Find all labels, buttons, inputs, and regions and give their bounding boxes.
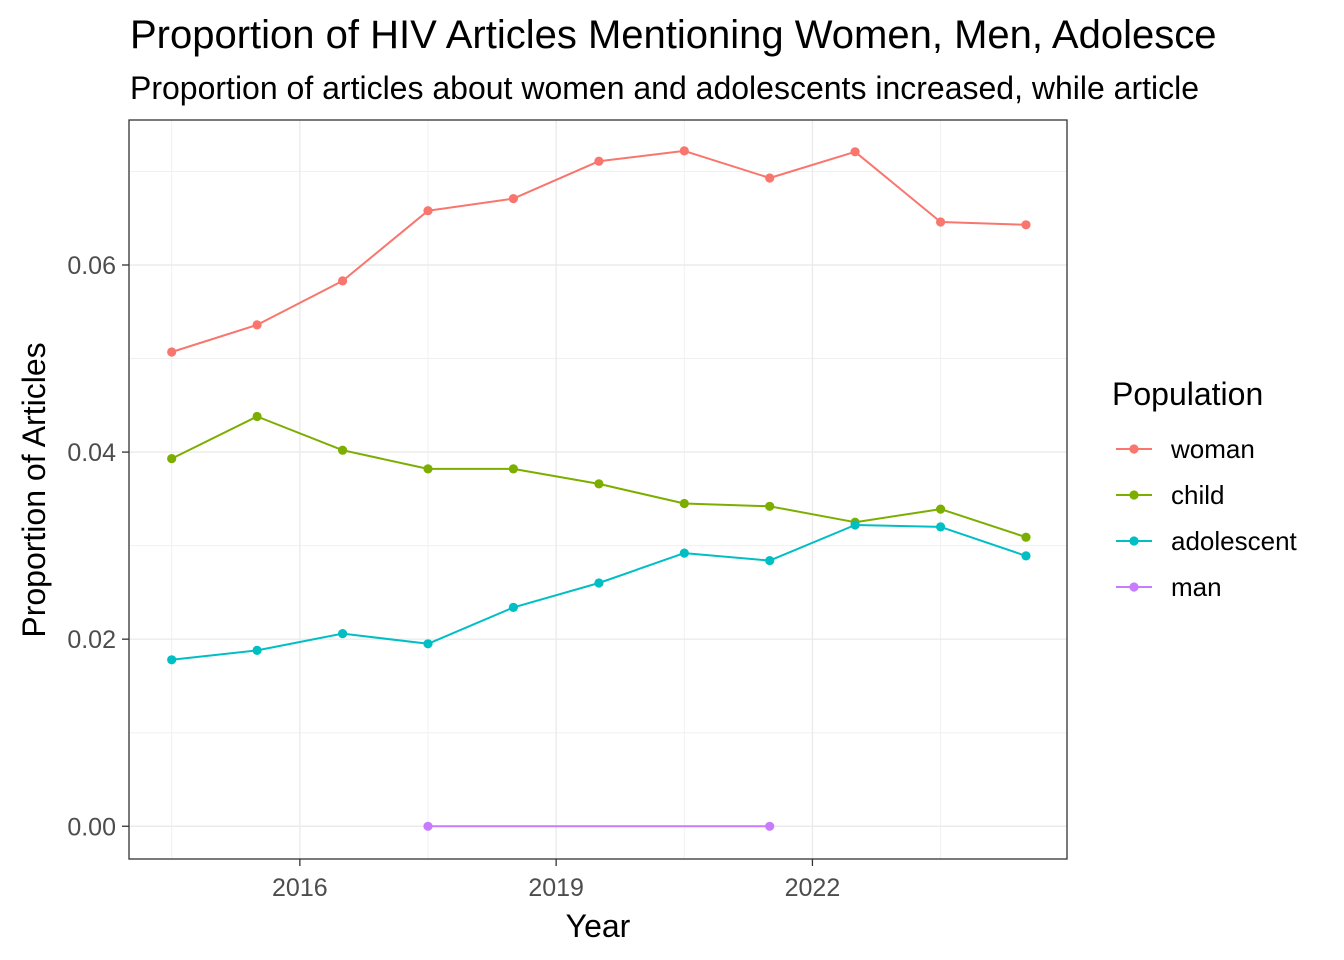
data-point-adolescent xyxy=(679,548,689,558)
panel-border xyxy=(128,119,1068,860)
data-point-child xyxy=(508,464,518,474)
data-point-man xyxy=(423,821,433,831)
x-axis: 2016 2019 2022 xyxy=(272,859,840,902)
data-point-adolescent xyxy=(423,639,433,649)
legend-label-child: child xyxy=(1171,480,1224,510)
data-point-adolescent xyxy=(252,645,262,656)
data-point-woman xyxy=(338,276,348,286)
y-tick-label: 0.00 xyxy=(67,813,116,841)
data-point-woman xyxy=(765,173,775,183)
y-axis: 0.00 0.02 0.04 0.06 xyxy=(67,252,129,841)
x-axis-title: Year xyxy=(566,908,631,944)
data-point-adolescent xyxy=(850,520,860,530)
data-point-child xyxy=(679,498,689,509)
chart-title: Proportion of HIV Articles Mentioning Wo… xyxy=(130,13,1216,57)
data-point-woman xyxy=(423,206,433,216)
legend: Population woman child adolescent man xyxy=(1112,376,1298,602)
series-points xyxy=(167,146,1031,831)
data-point-adolescent xyxy=(936,522,946,532)
data-point-adolescent xyxy=(338,629,348,639)
data-point-child xyxy=(338,445,348,455)
data-point-woman xyxy=(850,147,860,157)
data-point-child xyxy=(423,464,433,474)
data-point-woman xyxy=(1021,220,1031,230)
legend-key-point-adolescent xyxy=(1129,536,1139,546)
legend-label-man: man xyxy=(1171,572,1222,602)
y-tick-label: 0.06 xyxy=(67,252,116,280)
data-point-man xyxy=(765,821,775,831)
data-point-child xyxy=(167,454,177,464)
data-point-child xyxy=(1021,532,1031,542)
x-tick-label: 2022 xyxy=(785,874,841,902)
data-point-adolescent xyxy=(167,655,177,665)
data-point-child xyxy=(936,504,946,514)
data-point-adolescent xyxy=(508,602,518,613)
data-point-woman xyxy=(252,320,262,330)
data-point-child xyxy=(765,501,775,511)
data-point-child xyxy=(252,411,262,422)
data-point-woman xyxy=(167,347,177,357)
y-tick-label: 0.02 xyxy=(67,626,116,654)
legend-key-point-woman xyxy=(1129,444,1139,454)
data-point-woman xyxy=(508,194,518,204)
chart-subtitle: Proportion of articles about women and a… xyxy=(130,70,1199,106)
y-axis-title: Proportion of Articles xyxy=(16,342,52,637)
data-point-adolescent xyxy=(1021,551,1031,561)
data-point-woman xyxy=(936,217,946,227)
data-point-woman xyxy=(679,146,689,156)
y-tick-label: 0.04 xyxy=(67,439,116,467)
x-tick-label: 2019 xyxy=(528,874,584,902)
legend-key-point-child xyxy=(1129,490,1139,500)
data-point-adolescent xyxy=(765,556,775,566)
legend-label-adolescent: adolescent xyxy=(1171,526,1298,556)
grid-minor xyxy=(129,120,1067,859)
legend-key-point-man xyxy=(1129,582,1139,592)
data-point-woman xyxy=(594,156,604,166)
legend-label-woman: woman xyxy=(1170,434,1255,464)
data-point-adolescent xyxy=(594,578,604,588)
grid-major xyxy=(129,120,1067,859)
legend-title: Population xyxy=(1112,376,1263,412)
x-tick-label: 2016 xyxy=(272,874,328,902)
data-point-child xyxy=(594,479,604,489)
